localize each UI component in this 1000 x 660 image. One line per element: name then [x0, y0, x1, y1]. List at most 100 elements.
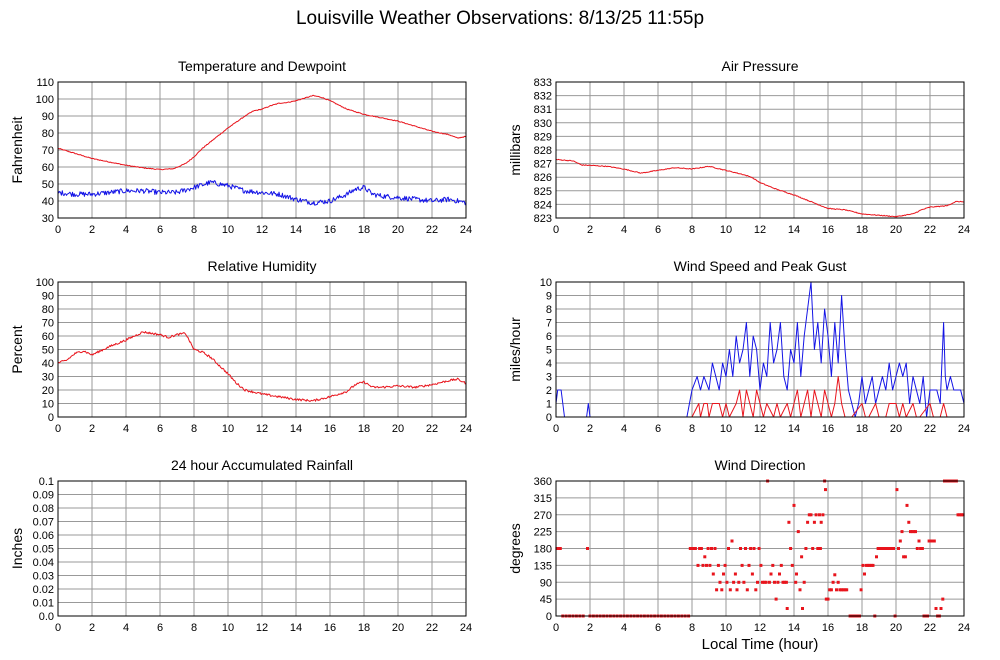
series-line-red [555, 158, 965, 218]
x-tick-label: 20 [392, 622, 404, 634]
y-tick-label: 50 [42, 345, 54, 357]
data-point [932, 539, 936, 543]
x-tick-label: 20 [890, 423, 902, 435]
data-point [792, 503, 796, 507]
x-tick-label: 4 [621, 224, 627, 236]
data-point [890, 547, 894, 550]
y-tick-label: 823 [534, 213, 552, 225]
x-tick-label: 22 [924, 224, 936, 236]
x-tick-label: 16 [324, 622, 336, 634]
x-tick-label: 20 [890, 224, 902, 236]
x-tick-label: 0 [55, 224, 61, 236]
x-tick-label: 14 [788, 423, 800, 435]
data-point [838, 588, 842, 592]
x-tick-label: 22 [426, 224, 438, 236]
data-point [902, 555, 906, 559]
y-tick-label: 833 [534, 77, 552, 89]
y-tick-label: 60 [42, 331, 54, 343]
data-point [885, 547, 889, 550]
y-tick-label: 0.09 [33, 490, 54, 502]
plot-frame [57, 281, 467, 418]
data-point [934, 607, 938, 610]
x-tick-label: 24 [958, 423, 970, 435]
data-point [703, 555, 707, 559]
x-tick-label: 8 [191, 622, 197, 634]
data-point [752, 547, 756, 550]
data-point [912, 530, 916, 534]
y-tick-label: 829 [534, 131, 552, 143]
y-tick-label: 90 [540, 577, 552, 589]
data-point [757, 547, 761, 550]
data-point [939, 607, 943, 610]
data-point [557, 547, 560, 550]
data-point [706, 547, 710, 550]
x-tick-label: 18 [856, 622, 868, 634]
y-tick-label: 70 [42, 318, 54, 330]
data-point [861, 563, 865, 567]
series-line-red [57, 94, 467, 171]
data-point [688, 547, 692, 550]
x-tick-label: 0 [553, 423, 559, 435]
y-tick-label: 0.03 [33, 571, 54, 583]
x-tick-label: 18 [358, 622, 370, 634]
x-tick-label: 0 [55, 622, 61, 634]
y-tick-label: 360 [534, 476, 552, 488]
data-point [831, 580, 835, 584]
x-tick-label: 2 [587, 224, 593, 236]
y-tick-label: 0.06 [33, 530, 54, 542]
data-point [742, 580, 746, 584]
x-tick-label: 16 [822, 423, 834, 435]
y-tick-label: 1 [546, 399, 552, 411]
y-tick-label: 40 [42, 196, 54, 208]
x-tick-label: 24 [958, 622, 970, 634]
y-tick-label: 0.02 [33, 584, 54, 596]
x-tick-label: 24 [460, 423, 472, 435]
x-tick-label: 22 [426, 622, 438, 634]
data-point [698, 547, 702, 550]
x-tick-label: 6 [157, 224, 163, 236]
x-tick-label: 2 [587, 622, 593, 634]
data-point [708, 563, 712, 567]
y-tick-label: 110 [36, 77, 54, 89]
data-point [696, 563, 700, 567]
x-tick-label: 12 [256, 224, 268, 236]
y-tick-label: 135 [534, 560, 552, 572]
data-point [745, 588, 749, 592]
data-point [898, 539, 902, 543]
data-point [802, 580, 806, 584]
x-tick-label: 16 [822, 224, 834, 236]
x-tick-label: 6 [157, 622, 163, 634]
x-tick-label: 6 [157, 423, 163, 435]
y-tick-label: 826 [534, 172, 552, 184]
data-point [795, 572, 798, 576]
y-tick-label: 270 [534, 510, 552, 522]
chart-title: Temperature and Dewpoint [178, 58, 346, 74]
y-tick-label: 0.05 [33, 544, 54, 556]
y-tick-label: 45 [540, 594, 552, 606]
x-tick-label: 14 [290, 622, 302, 634]
y-tick-label: 830 [534, 118, 552, 130]
data-point [905, 503, 909, 507]
x-tick-label: 10 [222, 423, 234, 435]
data-point [586, 547, 589, 550]
data-point [881, 547, 885, 550]
data-point [699, 547, 703, 550]
y-tick-label: 827 [534, 159, 552, 171]
x-tick-label: 20 [890, 622, 902, 634]
x-tick-label: 2 [89, 423, 95, 435]
data-point [806, 520, 810, 524]
data-point [829, 588, 833, 592]
data-point [769, 572, 773, 576]
x-tick-label: 0 [553, 224, 559, 236]
x-tick-label: 20 [392, 423, 404, 435]
data-point [798, 588, 802, 592]
x-tick-label: 6 [655, 224, 661, 236]
x-tick-label: 12 [256, 622, 268, 634]
x-tick-label: 4 [621, 622, 627, 634]
x-tick-label: 4 [123, 224, 129, 236]
x-tick-label: 16 [324, 423, 336, 435]
data-point [727, 547, 730, 550]
x-tick-label: 4 [123, 423, 129, 435]
